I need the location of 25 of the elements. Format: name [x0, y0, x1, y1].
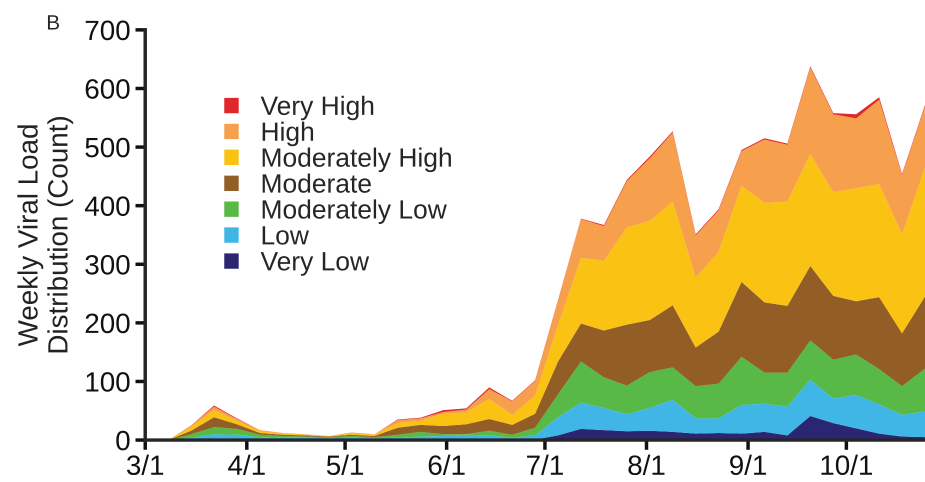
- legend-label: Very Low: [260, 252, 370, 276]
- x-tick-label: 6/1: [428, 454, 465, 476]
- legend-label: Low: [262, 226, 309, 245]
- legend-label: Very High: [260, 96, 374, 120]
- x-tick-label: 9/1: [730, 454, 766, 476]
- x-tick-label: 5/1: [326, 454, 364, 476]
- x-tick-label: 4/1: [228, 454, 265, 476]
- text: B: [48, 15, 60, 30]
- y-tick-label: 600: [86, 79, 130, 99]
- x-tick-label: 7/1: [527, 454, 563, 476]
- y-tick-label: 0: [116, 430, 130, 450]
- legend-label: Moderately Low: [262, 199, 447, 224]
- y-tick-label: 300: [85, 254, 130, 275]
- legend-label: Moderately High: [262, 148, 451, 172]
- y-tick-label: 400: [84, 196, 130, 216]
- x-tick-label: 3/1: [126, 454, 164, 476]
- y-tick-label: 100: [86, 372, 130, 392]
- y-tick-label: 200: [86, 314, 130, 334]
- legend-label: High: [262, 122, 314, 146]
- y-axis-title: Weekly Viral Load Distribution (Count): [17, 117, 74, 352]
- y-tick-label: 700: [86, 20, 130, 40]
- legend-label: Moderate: [262, 173, 371, 193]
- x-tick-label: 8/1: [628, 454, 664, 476]
- y-tick-label: 500: [85, 138, 130, 158]
- x-tick-label: 10/1: [821, 454, 872, 476]
